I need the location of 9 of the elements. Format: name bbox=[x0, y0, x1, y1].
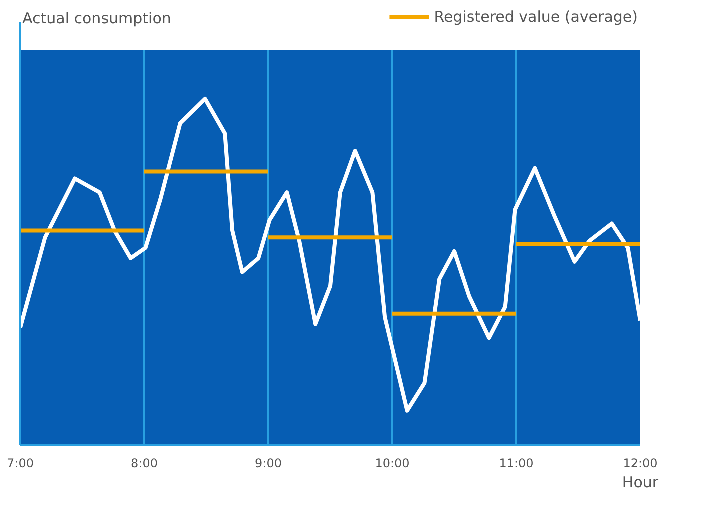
x-tick-label: 7:00 bbox=[7, 456, 34, 470]
x-tick-label: 9:00 bbox=[255, 456, 282, 470]
legend-label: Registered value (average) bbox=[434, 8, 638, 26]
y-axis-title: Actual consumption bbox=[22, 10, 172, 28]
x-tick-label: 8:00 bbox=[131, 456, 158, 470]
x-axis-title: Hour bbox=[622, 474, 660, 492]
x-tick-label: 12:00 bbox=[623, 456, 658, 470]
x-tick-label: 10:00 bbox=[375, 456, 410, 470]
x-tick-label: 11:00 bbox=[499, 456, 534, 470]
